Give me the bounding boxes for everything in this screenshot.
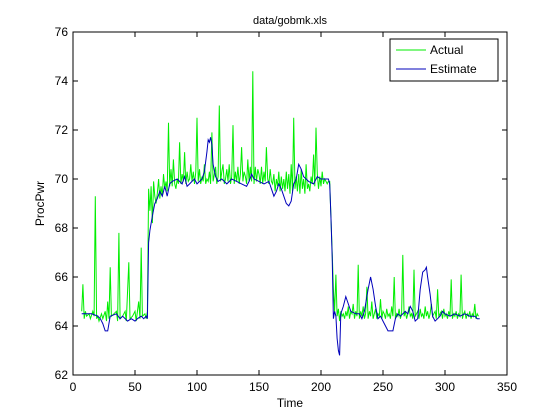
legend-box <box>389 38 499 82</box>
series-line-actual <box>81 71 479 323</box>
y-tick-label: 62 <box>55 368 69 382</box>
x-tick-label: 150 <box>249 380 269 394</box>
x-tick-label: 0 <box>70 380 77 394</box>
y-axis-title: ProcPwr <box>33 181 47 226</box>
y-tick-label: 74 <box>55 74 69 88</box>
x-tick-label: 300 <box>435 380 455 394</box>
x-tick-label: 350 <box>497 380 517 394</box>
series-layer <box>81 71 480 356</box>
legend-label-actual: Actual <box>430 43 463 57</box>
legend: Actual Estimate <box>389 38 499 82</box>
x-tick-label: 250 <box>373 380 393 394</box>
axes-layer: 0 50 100 150 200 250 300 350 62 64 66 68 70 72 74 76 <box>55 25 518 394</box>
series-line-estimate <box>81 137 480 356</box>
y-tick-label: 72 <box>55 123 69 137</box>
y-tick-label: 64 <box>55 319 69 333</box>
x-tick-label: 100 <box>187 380 207 394</box>
x-tick-label: 50 <box>128 380 142 394</box>
axes-box <box>72 31 508 376</box>
x-tick-label: 200 <box>311 380 331 394</box>
y-tick-label: 66 <box>55 270 69 284</box>
x-axis-title: Time <box>277 396 304 410</box>
y-tick-label: 70 <box>55 172 69 186</box>
y-tick-label: 68 <box>55 221 69 235</box>
chart-title: data/gobmk.xls <box>253 15 327 27</box>
legend-label-estimate: Estimate <box>430 62 477 76</box>
y-tick-label: 76 <box>55 25 69 39</box>
